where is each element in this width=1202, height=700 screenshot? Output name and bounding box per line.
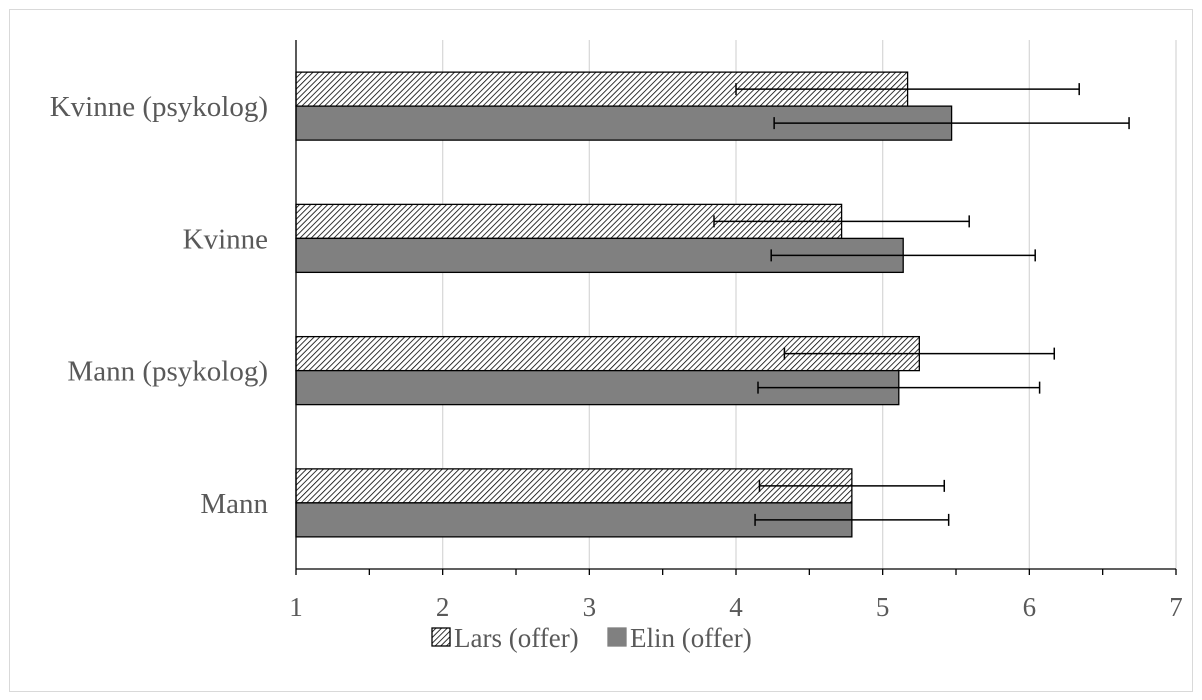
category-label: Kvinne: [183, 223, 268, 255]
category-label: Mann: [200, 488, 268, 520]
legend-swatch-elin: [608, 628, 626, 646]
legend-label-elin: Elin (offer): [630, 623, 752, 653]
x-tick-label: 4: [729, 592, 743, 622]
x-tick-label: 6: [1023, 592, 1037, 622]
x-tick-label: 3: [583, 592, 597, 622]
legend-swatch-lars: [432, 628, 450, 646]
legend: Lars (offer) Elin (offer): [432, 623, 752, 653]
category-labels: Mann Mann (psykolog) Kvinne Kvinne (psykolo…: [50, 91, 269, 520]
category-label: Kvinne (psykolog): [50, 91, 268, 123]
x-tick-label: 7: [1169, 592, 1183, 622]
x-tick-label: 2: [436, 592, 450, 622]
legend-label-lars: Lars (offer): [454, 623, 579, 653]
x-tick-label: 1: [289, 592, 303, 622]
category-label: Mann (psykolog): [67, 356, 268, 388]
bars: [296, 72, 1129, 537]
x-tick-label: 5: [876, 592, 890, 622]
